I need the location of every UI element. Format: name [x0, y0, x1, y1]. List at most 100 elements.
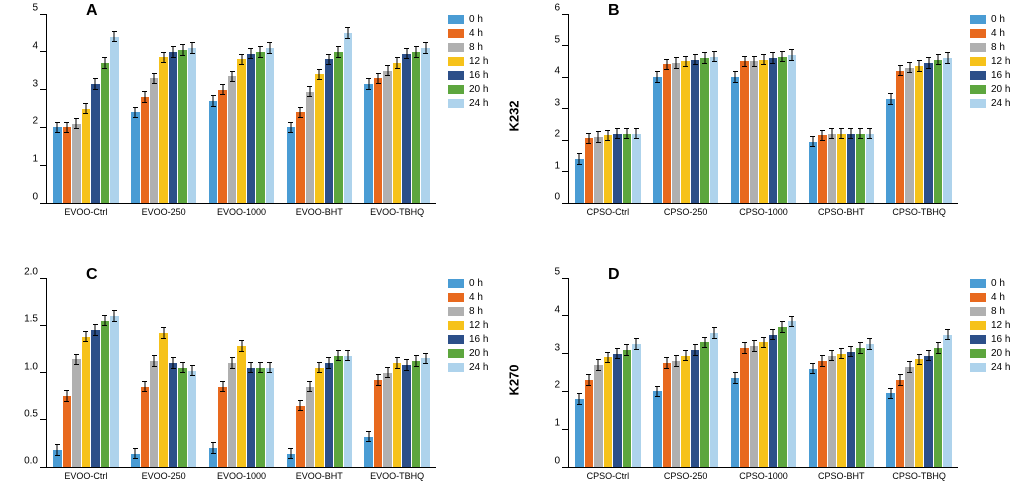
bar — [188, 48, 196, 203]
bar — [421, 358, 429, 467]
bar — [886, 99, 894, 203]
error-bar — [754, 340, 755, 351]
error-bar — [182, 362, 183, 373]
bar — [623, 134, 631, 203]
bar — [731, 77, 739, 203]
bar — [896, 380, 904, 467]
bar — [63, 396, 71, 467]
error-bar — [425, 42, 426, 53]
bar — [594, 365, 602, 467]
error-bar — [744, 342, 745, 353]
y-tick-label: 4 — [32, 40, 38, 51]
y-tick-label: 3 — [554, 342, 560, 353]
error-bar — [607, 130, 608, 141]
legend-label: 20 h — [991, 84, 1010, 95]
legend-swatch — [448, 335, 464, 344]
bar — [72, 359, 80, 467]
bar-group: EVOO-Ctrl — [47, 278, 125, 467]
error-bar — [928, 350, 929, 361]
bar — [575, 159, 583, 203]
bar — [788, 55, 796, 203]
error-bar — [822, 355, 823, 366]
legend-item: 0 h — [970, 14, 1010, 25]
bar — [740, 61, 748, 203]
bar — [847, 134, 855, 203]
legend-label: 4 h — [469, 292, 483, 303]
legend-swatch — [970, 85, 986, 94]
bar — [710, 333, 718, 467]
legend-label: 24 h — [991, 362, 1010, 373]
bar-group: EVOO-250 — [125, 14, 203, 203]
legend-label: 24 h — [469, 362, 488, 373]
error-bar — [617, 348, 618, 359]
error-bar — [378, 374, 379, 385]
legend-item: 20 h — [970, 348, 1010, 359]
bar — [383, 71, 391, 203]
error-bar — [290, 448, 291, 459]
bar — [325, 363, 333, 467]
bar — [886, 393, 894, 467]
y-tick — [40, 14, 46, 15]
error-bar — [192, 42, 193, 53]
bar — [915, 66, 923, 203]
error-bar — [250, 362, 251, 373]
y-tick-label: 6 — [554, 3, 560, 14]
y-tick — [40, 51, 46, 52]
legend-swatch — [448, 15, 464, 24]
x-category-label: EVOO-BHT — [280, 207, 358, 217]
legend-label: 16 h — [991, 70, 1010, 81]
error-bar — [947, 52, 948, 63]
bar — [837, 134, 845, 203]
bar — [778, 57, 786, 203]
y-tick — [562, 315, 568, 316]
legend-swatch — [970, 15, 986, 24]
error-bar — [744, 56, 745, 67]
y-tick-label: 0 — [554, 192, 560, 203]
error-bar — [232, 357, 233, 368]
error-bar — [260, 362, 261, 373]
y-tick-label: 3 — [32, 78, 38, 89]
bar — [237, 59, 245, 203]
y-tick — [562, 14, 568, 15]
y-tick-label: 0.0 — [24, 456, 38, 467]
y-tick-label: 1 — [554, 160, 560, 171]
bars — [53, 14, 118, 203]
error-bar — [135, 107, 136, 118]
bar — [585, 138, 593, 203]
error-bar — [909, 361, 910, 372]
legend-label: 12 h — [991, 56, 1010, 67]
bar — [178, 368, 186, 467]
bar — [710, 57, 718, 203]
error-bar — [406, 48, 407, 59]
panel-A: K232012345EVOO-CtrlEVOO-250EVOO-1000EVOO… — [10, 6, 440, 226]
bar-group: CPSO-250 — [647, 14, 725, 203]
error-bar — [890, 388, 891, 399]
bar — [364, 437, 372, 467]
bars — [731, 278, 796, 467]
error-bar — [666, 59, 667, 70]
bar-group: CPSO-TBHQ — [880, 278, 958, 467]
bars — [731, 14, 796, 203]
y-tick-label: 3 — [554, 97, 560, 108]
bar — [393, 363, 401, 467]
legend: 0 h4 h8 h12 h16 h20 h24 h — [448, 278, 488, 376]
bars — [575, 14, 640, 203]
bar — [159, 333, 167, 467]
bar — [383, 373, 391, 468]
bar — [110, 37, 118, 203]
error-bar — [135, 448, 136, 459]
error-bar — [890, 93, 891, 104]
error-bar — [588, 374, 589, 385]
bar — [623, 350, 631, 467]
legend-swatch — [448, 57, 464, 66]
error-bar — [598, 359, 599, 370]
legend-item: 4 h — [448, 292, 488, 303]
bar — [653, 391, 661, 467]
error-bar — [173, 46, 174, 57]
bar — [374, 78, 382, 203]
x-category-label: CPSO-TBHQ — [880, 207, 958, 217]
error-bar — [695, 54, 696, 65]
bar — [934, 348, 942, 467]
error-bar — [850, 346, 851, 357]
y-tick-label: 0.5 — [24, 408, 38, 419]
